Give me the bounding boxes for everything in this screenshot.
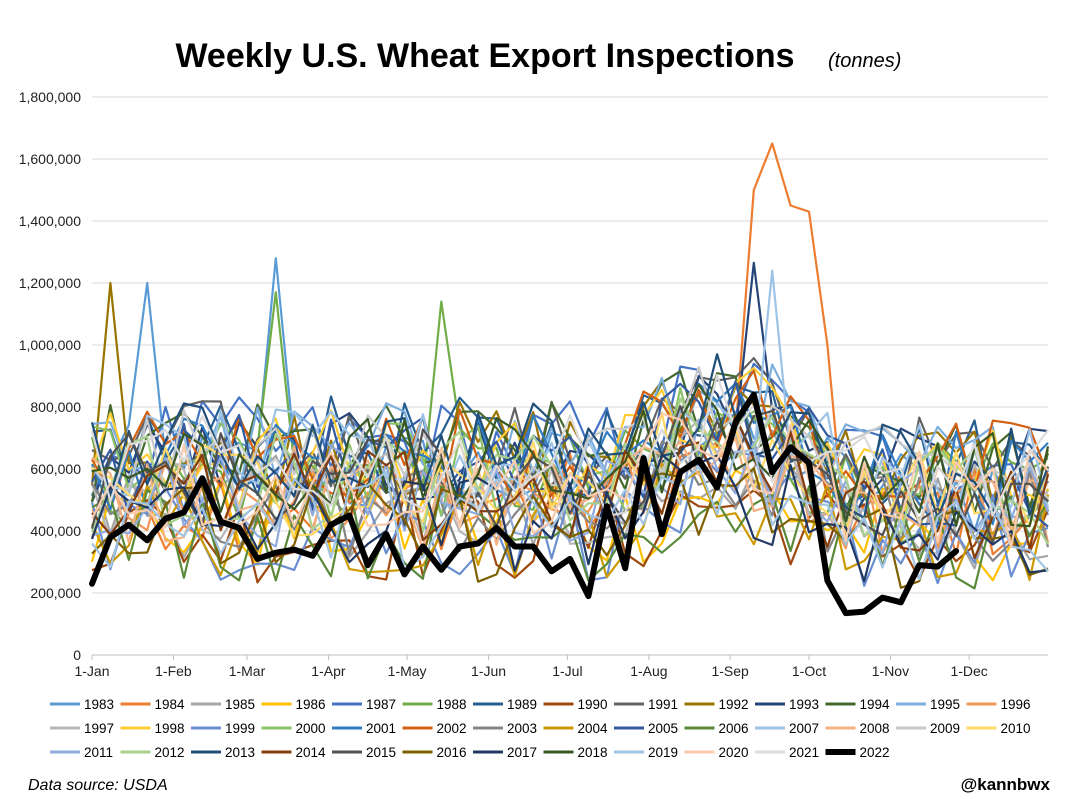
series-line-2001 bbox=[90, 382, 1049, 528]
y-tick-label: 1,400,000 bbox=[19, 213, 81, 229]
legend-label-2008: 2008 bbox=[860, 721, 890, 736]
legend-label-2019: 2019 bbox=[648, 745, 678, 760]
series-line-2017 bbox=[90, 453, 1049, 583]
legend-label-1983: 1983 bbox=[84, 697, 114, 712]
legend-label-1984: 1984 bbox=[155, 697, 186, 712]
x-tick-label: 1-Jun bbox=[471, 663, 506, 679]
legend-label-1993: 1993 bbox=[789, 697, 819, 712]
x-tick-label: 1-Oct bbox=[792, 663, 826, 679]
y-tick-label: 600,000 bbox=[30, 461, 81, 477]
series-line-2019 bbox=[91, 449, 1049, 581]
y-tick-label: 1,600,000 bbox=[19, 151, 81, 167]
chart-title: Weekly U.S. Wheat Export Inspections bbox=[175, 37, 794, 75]
y-tick-label: 800,000 bbox=[30, 399, 81, 415]
legend-label-2006: 2006 bbox=[719, 721, 749, 736]
x-tick-label: 1-Jul bbox=[552, 663, 582, 679]
x-tick-label: 1-Jan bbox=[74, 663, 109, 679]
legend-label-1985: 1985 bbox=[225, 697, 255, 712]
y-tick-label: 1,000,000 bbox=[19, 337, 81, 353]
series-line-2016 bbox=[91, 467, 1049, 589]
legend-label-1990: 1990 bbox=[578, 697, 608, 712]
series-line-1987 bbox=[91, 362, 1049, 510]
legend-label-2011: 2011 bbox=[84, 745, 113, 760]
legend-label-1995: 1995 bbox=[930, 697, 960, 712]
legend-label-2022: 2022 bbox=[860, 745, 890, 760]
legend-label-2005: 2005 bbox=[648, 721, 678, 736]
axes: 0 200,000 400,000 600,000 800,000 1,000,000 1,… bbox=[19, 89, 1048, 679]
series-line-2021 bbox=[90, 373, 1049, 524]
x-tick-label: 1-Sep bbox=[711, 663, 749, 679]
legend-label-2009: 2009 bbox=[930, 721, 960, 736]
x-tick-label: 1-Nov bbox=[872, 663, 909, 679]
legend-label-1998: 1998 bbox=[155, 721, 185, 736]
y-tick-label: 1,200,000 bbox=[19, 275, 81, 291]
series-line-2018 bbox=[91, 383, 1050, 528]
x-tick-label: 1-Mar bbox=[229, 663, 266, 679]
legend-label-2004: 2004 bbox=[578, 721, 609, 736]
legend-label-1991: 1991 bbox=[648, 697, 678, 712]
x-tick-label: 1-Apr bbox=[311, 663, 346, 679]
highlight-series bbox=[89, 391, 960, 617]
legend-label-1997: 1997 bbox=[84, 721, 114, 736]
legend-label-2002: 2002 bbox=[437, 721, 467, 736]
series-line-2022 bbox=[89, 391, 960, 617]
legend-label-2013: 2013 bbox=[225, 745, 255, 760]
legend: 1983 1984 1985 1986 1987 1988 1989 1990 1991 1992… bbox=[50, 697, 1031, 760]
series-line-1997 bbox=[90, 418, 1049, 555]
legend-label-1996: 1996 bbox=[1001, 697, 1031, 712]
legend-label-2018: 2018 bbox=[578, 745, 608, 760]
legend-label-2003: 2003 bbox=[507, 721, 537, 736]
legend-label-2017: 2017 bbox=[507, 745, 537, 760]
x-tick-label: 1-Feb bbox=[155, 663, 192, 679]
author-handle: @kannbwx bbox=[961, 775, 1051, 794]
legend-label-2015: 2015 bbox=[366, 745, 396, 760]
y-tick-label: 400,000 bbox=[30, 523, 81, 539]
legend-label-2020: 2020 bbox=[719, 745, 749, 760]
y-tick-label: 0 bbox=[73, 647, 81, 663]
legend-label-1986: 1986 bbox=[296, 697, 326, 712]
legend-label-1989: 1989 bbox=[507, 697, 537, 712]
legend-label-2010: 2010 bbox=[1001, 721, 1031, 736]
legend-label-2012: 2012 bbox=[155, 745, 185, 760]
legend-label-2016: 2016 bbox=[437, 745, 467, 760]
chart-subtitle: (tonnes) bbox=[828, 50, 901, 72]
data-source-note: Data source: USDA bbox=[28, 777, 168, 794]
y-tick-label: 1,800,000 bbox=[19, 89, 81, 105]
legend-label-2007: 2007 bbox=[789, 721, 819, 736]
legend-label-1988: 1988 bbox=[437, 697, 467, 712]
legend-label-2000: 2000 bbox=[296, 721, 326, 736]
series-line-2020 bbox=[91, 412, 1049, 549]
x-tick-label: 1-May bbox=[388, 663, 427, 679]
legend-label-1987: 1987 bbox=[366, 697, 396, 712]
legend-label-2001: 2001 bbox=[366, 721, 396, 736]
background-series bbox=[90, 142, 1050, 590]
legend-label-1999: 1999 bbox=[225, 721, 255, 736]
series-line-1995 bbox=[91, 363, 1050, 519]
legend-label-1992: 1992 bbox=[719, 697, 749, 712]
x-tick-label: 1-Dec bbox=[950, 663, 987, 679]
x-tick-label: 1-Aug bbox=[630, 663, 667, 679]
legend-label-1994: 1994 bbox=[860, 697, 891, 712]
legend-label-2021: 2021 bbox=[789, 745, 819, 760]
y-tick-label: 200,000 bbox=[30, 585, 81, 601]
legend-label-2014: 2014 bbox=[296, 745, 327, 760]
